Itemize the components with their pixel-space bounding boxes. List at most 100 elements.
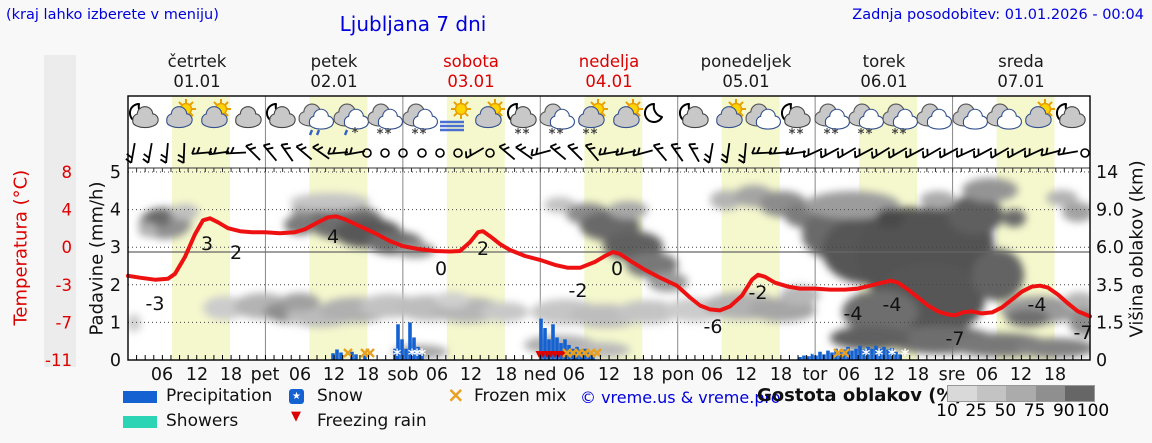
time-label: 12 bbox=[873, 365, 895, 385]
snow-star-marker: * bbox=[901, 345, 910, 364]
snow-star-marker: * bbox=[875, 345, 884, 364]
frozen-mix-marker bbox=[592, 348, 602, 358]
wind-barb-icon bbox=[973, 147, 993, 159]
copyright-link[interactable]: © vreme.us & vreme.pro bbox=[580, 388, 781, 407]
wind-barb-icon bbox=[803, 147, 823, 159]
wind-barb-icon bbox=[1040, 147, 1061, 157]
snow-star-marker: * bbox=[418, 345, 427, 364]
time-label: 12 bbox=[598, 365, 620, 385]
wind-barb-icon bbox=[1057, 147, 1079, 156]
weather-icon-moon-cloud bbox=[1055, 102, 1086, 129]
svg-text:*: * bbox=[515, 127, 522, 142]
wind-barb-icon bbox=[854, 147, 874, 159]
time-label: 06 bbox=[151, 365, 173, 385]
weather-icon-moon bbox=[643, 102, 663, 123]
day-header-četrtek: četrtek 01.01 bbox=[167, 52, 227, 91]
temp-tick: -11 bbox=[45, 351, 72, 370]
weather-icon-cloud2 bbox=[745, 103, 782, 130]
time-label: 06 bbox=[426, 365, 448, 385]
weather-icon-sun-cloud-snow: * * bbox=[578, 99, 608, 142]
page-title: Ljubljana 7 dni bbox=[339, 12, 487, 36]
wind-barb-icon bbox=[142, 142, 153, 164]
temp-value-label: 4 bbox=[327, 226, 339, 248]
svg-text:*: * bbox=[797, 127, 804, 142]
weather-icon-cloud2-snow: * * bbox=[848, 103, 885, 142]
weather-icon-moon-cloud-snow: * * bbox=[780, 102, 811, 142]
day-header-ponedeljek: ponedeljek 05.01 bbox=[700, 52, 792, 91]
wind-barb-icon bbox=[1024, 147, 1044, 159]
svg-text:*: * bbox=[557, 127, 564, 142]
svg-text:*: * bbox=[352, 126, 359, 141]
svg-text:*: * bbox=[789, 127, 796, 142]
time-label: 18 bbox=[220, 365, 242, 385]
weather-icon-cloud bbox=[235, 106, 262, 129]
day-header-nedelja: nedelja 04.01 bbox=[578, 52, 640, 91]
weather-icon-cloud2-snow: * * bbox=[882, 103, 919, 142]
wind-barb-icon bbox=[498, 143, 516, 161]
temp-value-label: -6 bbox=[704, 316, 723, 338]
weather-icon-cloud2-snow: * * bbox=[539, 103, 576, 142]
wind-barb-icon bbox=[312, 143, 330, 160]
time-label: 18 bbox=[632, 365, 654, 385]
time-label: pon bbox=[662, 365, 695, 385]
snow-star-marker: * bbox=[888, 345, 897, 364]
temp-value-label: -2 bbox=[569, 280, 588, 302]
weather-icon-cloud2-sleet: * bbox=[333, 103, 369, 141]
svg-text:*: * bbox=[858, 127, 865, 142]
freezing-rain-marker bbox=[559, 351, 567, 358]
wind-barb-icon bbox=[703, 142, 714, 164]
freezing-rain-icon: ▼ bbox=[291, 409, 301, 424]
time-label: 06 bbox=[838, 365, 860, 385]
time-label: tor bbox=[803, 365, 829, 385]
showers-legend-label: Showers bbox=[166, 411, 239, 431]
calm-wind-icon bbox=[362, 148, 372, 158]
height-tick: 1.5 bbox=[1096, 313, 1124, 333]
svg-text:*: * bbox=[523, 127, 530, 142]
wind-barb-icon bbox=[245, 142, 261, 161]
wind-barb-icon bbox=[549, 143, 567, 161]
time-label: 12 bbox=[460, 365, 482, 385]
wind-barb-icon bbox=[837, 147, 857, 159]
weather-icon-fog-sun bbox=[440, 99, 471, 132]
temp-value-label: 2 bbox=[230, 242, 242, 264]
snow-star-marker: * bbox=[413, 345, 422, 364]
weather-icon-sun-cloud bbox=[1025, 99, 1055, 129]
wind-barb-icon bbox=[327, 146, 349, 155]
day-header-petek: petek 02.01 bbox=[310, 52, 358, 91]
weather-icon-sun-cloud bbox=[613, 99, 643, 129]
wind-barb-icon bbox=[225, 146, 247, 155]
svg-text:*: * bbox=[832, 127, 839, 142]
time-label: sre bbox=[939, 365, 966, 385]
wind-barb-icon bbox=[888, 147, 908, 159]
snow-star-marker: * bbox=[408, 345, 417, 364]
wind-barb-icon bbox=[567, 142, 583, 161]
wind-barb-icon bbox=[905, 147, 925, 159]
precip-tick: 4 bbox=[110, 201, 121, 221]
svg-text:*: * bbox=[549, 127, 556, 142]
weather-icon-cloud2-snow: * * bbox=[814, 103, 851, 142]
wind-barb-icon bbox=[159, 142, 169, 164]
temp-value-label: -2 bbox=[749, 282, 768, 304]
temperature-curve bbox=[126, 214, 1092, 319]
weather-icon-cloud2-rain bbox=[298, 103, 334, 136]
freezing-rain-legend-label: Freezing rain bbox=[317, 411, 427, 431]
svg-text:*: * bbox=[412, 127, 419, 142]
weather-icon-sun-cloud bbox=[716, 99, 746, 129]
wind-barb-icon bbox=[670, 142, 684, 162]
time-label: sob bbox=[388, 365, 419, 385]
precipitation-swatch bbox=[123, 391, 157, 403]
frozen-mix-legend-label: Frozen mix bbox=[474, 386, 567, 406]
weather-icon-cloud2-snow: * * bbox=[367, 103, 403, 142]
day-header-sobota: sobota 03.01 bbox=[443, 52, 499, 91]
location-hint[interactable]: (kraj lahko izberete v meniju) bbox=[6, 7, 219, 23]
time-label: 06 bbox=[563, 365, 585, 385]
time-label: 18 bbox=[357, 365, 379, 385]
wind-barb-icon bbox=[177, 142, 186, 164]
weather-icon-cloud2 bbox=[916, 103, 953, 130]
time-label: ned bbox=[524, 365, 557, 385]
time-label: 18 bbox=[907, 365, 929, 385]
snow-legend-label: Snow bbox=[317, 386, 363, 406]
time-label: 06 bbox=[976, 365, 998, 385]
wind-barb-icon bbox=[820, 147, 840, 159]
temp-value-label: -7 bbox=[1074, 322, 1093, 344]
